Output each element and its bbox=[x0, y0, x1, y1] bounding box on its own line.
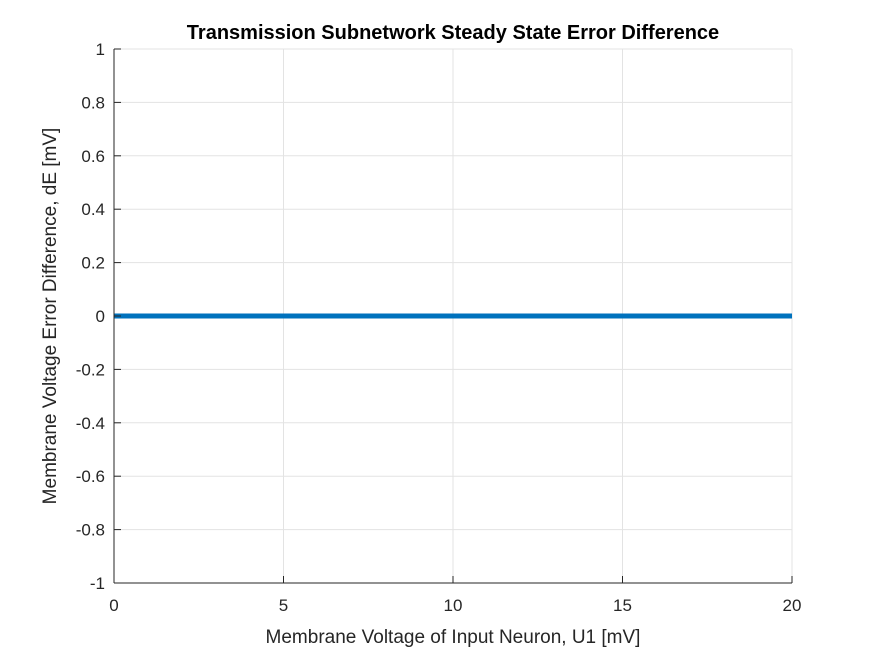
y-tick-label: -0.4 bbox=[76, 414, 105, 433]
y-tick-label: 0.4 bbox=[81, 200, 105, 219]
y-tick-label: 0 bbox=[96, 307, 105, 326]
x-tick-label: 15 bbox=[613, 596, 632, 615]
y-axis-label: Membrane Voltage Error Difference, dE [m… bbox=[40, 128, 61, 505]
x-tick-label: 10 bbox=[444, 596, 463, 615]
y-tick-label: 0.6 bbox=[81, 147, 105, 166]
y-tick-label: -1 bbox=[90, 574, 105, 593]
x-tick-label: 20 bbox=[783, 596, 802, 615]
y-tick-label: 0.2 bbox=[81, 254, 105, 273]
x-tick-label: 5 bbox=[279, 596, 288, 615]
chart-title: Transmission Subnetwork Steady State Err… bbox=[187, 22, 719, 44]
y-tick-label: 1 bbox=[96, 40, 105, 59]
ticks: 0 5 10 15 20 -1 -0.8 -0.6 -0.4 -0.2 0 0.2 0.4 0.6 0.8 1 bbox=[76, 40, 802, 615]
y-tick-label: -0.2 bbox=[76, 360, 105, 379]
x-tick-label: 0 bbox=[109, 596, 118, 615]
y-tick-label: 0.8 bbox=[81, 93, 105, 112]
y-tick-label: -0.8 bbox=[76, 521, 105, 540]
y-tick-label: -0.6 bbox=[76, 467, 105, 486]
x-axis-label: Membrane Voltage of Input Neuron, U1 [mV… bbox=[266, 627, 641, 648]
